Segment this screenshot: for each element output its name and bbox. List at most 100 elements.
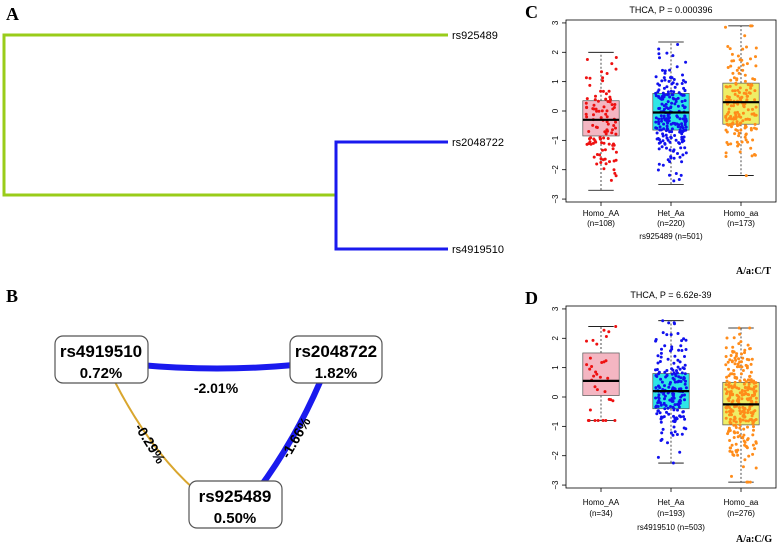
data-point (672, 148, 676, 152)
panel-b: B -2.01% -0.29% -1.66% rs4919510 0.72% r… (6, 286, 383, 529)
data-point (724, 98, 728, 102)
panel-d-letter: D (525, 288, 538, 308)
data-point (745, 88, 748, 92)
data-point (661, 331, 665, 335)
tree-leaf-label: rs4919510 (452, 244, 504, 256)
data-point (729, 117, 733, 121)
data-point (754, 396, 758, 400)
chart-title: THCA, P = 6.62e-39 (630, 290, 711, 300)
data-point (595, 162, 599, 166)
data-point (743, 73, 747, 77)
data-point (733, 89, 737, 93)
data-point (670, 101, 674, 105)
data-point (751, 107, 754, 111)
data-point (749, 362, 753, 366)
data-point (591, 141, 595, 145)
data-point (738, 91, 741, 94)
data-point (738, 412, 742, 415)
data-point (725, 379, 729, 383)
data-point (744, 363, 748, 367)
data-point (663, 71, 667, 75)
data-point (740, 58, 744, 62)
data-point (602, 167, 606, 171)
data-point (656, 361, 660, 365)
data-point (750, 24, 754, 28)
data-point (738, 96, 742, 100)
data-point (610, 131, 614, 135)
data-point (738, 423, 742, 427)
data-point (661, 139, 665, 143)
y-tick-label: −3 (551, 194, 560, 204)
data-point (654, 75, 658, 79)
data-point (724, 387, 728, 391)
data-point (751, 422, 755, 426)
data-point (672, 90, 676, 94)
y-tick-label: 1 (551, 365, 560, 370)
data-point (724, 410, 728, 414)
data-point (753, 447, 757, 451)
tree-leaf-label: rs925489 (452, 30, 498, 42)
data-point (680, 100, 684, 103)
data-point (744, 124, 748, 128)
data-point (750, 357, 754, 361)
data-point (659, 420, 663, 424)
data-point (662, 107, 666, 111)
data-point (746, 343, 750, 347)
data-point (589, 136, 593, 140)
data-point (740, 140, 744, 144)
data-point (675, 65, 679, 69)
data-point (614, 56, 618, 59)
data-point (746, 425, 749, 429)
data-point (595, 342, 599, 346)
data-point (733, 376, 737, 380)
data-point (665, 119, 669, 123)
data-point (600, 109, 604, 113)
data-point (657, 393, 661, 397)
data-point (729, 384, 733, 388)
data-point (657, 162, 661, 166)
data-point (674, 100, 678, 103)
data-point (746, 438, 749, 442)
data-point (681, 153, 685, 157)
data-point (741, 63, 745, 67)
data-point (736, 453, 740, 457)
node-rs4919510: rs4919510 0.72% (54, 335, 149, 384)
data-point (736, 94, 740, 98)
data-point (753, 409, 757, 413)
data-point (742, 427, 746, 431)
data-point (683, 89, 687, 93)
data-point (734, 449, 738, 453)
data-point (661, 134, 665, 138)
data-point (728, 358, 732, 362)
data-point (654, 94, 658, 98)
data-point (733, 92, 737, 96)
data-point (668, 173, 671, 177)
data-point (728, 84, 732, 88)
data-point (746, 140, 750, 144)
data-point (682, 135, 686, 139)
data-point (662, 127, 666, 131)
data-point (752, 393, 756, 397)
data-point (731, 345, 735, 349)
data-point (600, 361, 604, 364)
data-point (682, 376, 686, 379)
data-point (744, 138, 748, 142)
data-point (735, 68, 739, 72)
data-point (604, 92, 608, 96)
data-point (754, 400, 758, 404)
data-point (725, 141, 729, 144)
data-point (728, 392, 732, 396)
data-point (732, 336, 736, 340)
data-point (751, 452, 755, 456)
data-point (737, 326, 741, 330)
data-point (734, 420, 738, 424)
data-point (726, 66, 730, 69)
data-point (611, 107, 615, 111)
data-point (724, 383, 728, 387)
data-point (732, 436, 736, 439)
dendrogram: rs925489 rs2048722 rs4919510 (2, 30, 504, 256)
category-count: (n=220) (657, 219, 685, 228)
data-point (754, 384, 758, 388)
data-point (754, 64, 758, 68)
y-tick-label: 1 (551, 79, 560, 84)
